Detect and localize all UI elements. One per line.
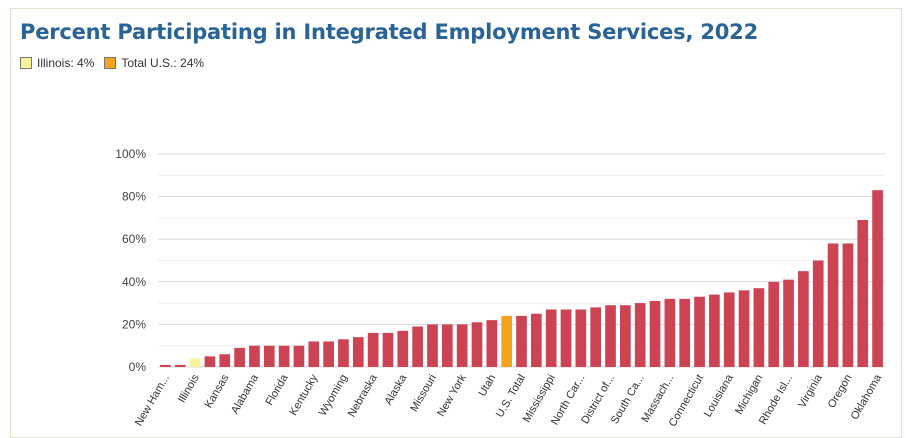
bar[interactable] <box>530 313 542 367</box>
legend-swatch-total-us <box>104 57 117 69</box>
bar[interactable] <box>605 305 616 367</box>
bar[interactable] <box>412 326 423 367</box>
x-tick-label: U.S. Total <box>494 373 528 420</box>
bar[interactable] <box>753 288 765 367</box>
bar[interactable] <box>798 271 809 367</box>
bar[interactable] <box>545 309 557 367</box>
legend-label-total-us: Total U.S.: 24% <box>121 56 205 70</box>
bar[interactable] <box>456 324 468 367</box>
chart-panel <box>10 8 902 438</box>
x-tick-label: Alaska <box>382 372 409 407</box>
bar[interactable] <box>872 190 883 367</box>
bar[interactable] <box>293 345 305 367</box>
x-tick-label: Utah <box>476 373 498 399</box>
bar[interactable] <box>694 296 705 367</box>
bar[interactable] <box>174 364 186 367</box>
bar[interactable] <box>441 324 453 367</box>
bar[interactable] <box>219 354 231 367</box>
x-tick-label: Louisiana <box>702 372 736 420</box>
y-tick-label: 100% <box>115 147 146 161</box>
bar[interactable] <box>812 260 824 368</box>
y-tick-label: 80% <box>122 190 146 204</box>
legend: Illinois: 4% Total U.S.: 24% <box>20 56 214 70</box>
bar[interactable] <box>679 298 691 367</box>
bar[interactable] <box>649 300 661 367</box>
x-tick-label: Virginia <box>796 372 825 410</box>
bar[interactable] <box>516 315 527 367</box>
bar[interactable] <box>560 309 572 367</box>
bar[interactable] <box>575 309 587 367</box>
x-tick-label: Wyoming <box>317 373 350 419</box>
bar[interactable] <box>249 345 260 367</box>
bar[interactable] <box>263 345 275 367</box>
x-tick-label: Oregon <box>826 373 855 411</box>
x-tick-label: Oklahoma <box>849 372 885 422</box>
y-tick-label: 40% <box>122 275 146 289</box>
x-tick-label: New Ham... <box>133 373 172 429</box>
bar[interactable] <box>323 341 334 367</box>
bar[interactable] <box>783 279 794 367</box>
y-tick-label: 0% <box>129 360 147 374</box>
bar[interactable] <box>768 281 780 367</box>
legend-item-illinois: Illinois: 4% <box>20 56 94 70</box>
bar[interactable] <box>590 307 602 367</box>
x-tick-label: New York <box>435 372 469 419</box>
y-tick-label: 20% <box>122 317 146 331</box>
bar[interactable] <box>427 324 438 367</box>
bar[interactable] <box>367 332 379 367</box>
bar[interactable] <box>234 347 245 367</box>
bar[interactable] <box>486 320 498 367</box>
x-tick-label: Alabama <box>229 372 262 416</box>
bar[interactable] <box>664 298 676 367</box>
bar[interactable] <box>738 290 750 367</box>
legend-label-illinois: Illinois: 4% <box>37 56 95 70</box>
x-tick-label: Illinois <box>176 372 202 405</box>
x-tick-label: Missouri <box>408 373 439 414</box>
chart-title: Percent Participating in Integrated Empl… <box>20 20 758 44</box>
bar[interactable] <box>723 292 735 367</box>
bar[interactable] <box>278 345 290 367</box>
bar[interactable] <box>842 243 854 367</box>
x-tick-label: Kentucky <box>287 372 320 418</box>
bar[interactable] <box>160 364 171 367</box>
x-tick-label: Kansas <box>203 372 232 410</box>
bar[interactable] <box>634 303 646 367</box>
bar[interactable] <box>338 339 349 367</box>
bar[interactable] <box>204 356 216 367</box>
bar[interactable] <box>709 294 720 367</box>
x-tick-label: Florida <box>264 372 292 408</box>
x-tick-label: Nebraska <box>346 372 380 420</box>
bar[interactable] <box>189 358 201 367</box>
legend-swatch-illinois <box>20 57 32 69</box>
bar[interactable] <box>827 243 839 367</box>
bar[interactable] <box>308 341 320 367</box>
legend-item-total-us: Total U.S.: 24% <box>104 56 204 70</box>
bar[interactable] <box>382 332 394 367</box>
bar[interactable] <box>501 315 513 367</box>
bar[interactable] <box>352 337 364 367</box>
bar[interactable] <box>397 330 409 367</box>
x-tick-label: Michigan <box>733 373 765 417</box>
bar[interactable] <box>857 220 869 367</box>
y-tick-label: 60% <box>122 232 146 246</box>
bar[interactable] <box>620 305 631 367</box>
bar[interactable] <box>471 322 483 367</box>
